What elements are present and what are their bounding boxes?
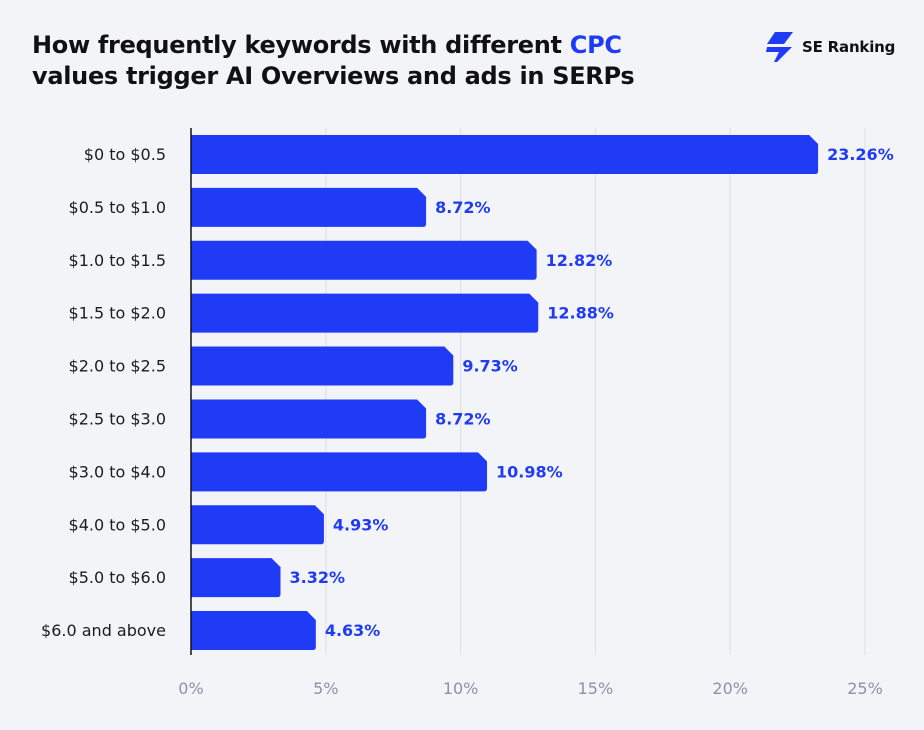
bar: [191, 293, 539, 333]
x-tick-label: 0%: [178, 679, 203, 698]
value-label: 9.73%: [462, 357, 518, 376]
category-label: $1.0 to $1.5: [69, 251, 166, 270]
bar: [191, 611, 316, 651]
value-label: 12.82%: [546, 251, 613, 270]
bar: [191, 346, 454, 386]
x-tick-label: 15%: [578, 679, 614, 698]
bar: [191, 558, 281, 598]
bar: [191, 452, 488, 492]
value-label: 10.98%: [496, 462, 563, 481]
category-label: $6.0 and above: [41, 621, 166, 640]
brand-name: SE Ranking: [802, 38, 896, 56]
category-label: $4.0 to $5.0: [69, 515, 166, 534]
category-label: $0.5 to $1.0: [69, 198, 166, 217]
bar: [191, 505, 324, 545]
x-tick-label: 10%: [443, 679, 479, 698]
value-label: 23.26%: [827, 145, 894, 164]
chart-title: How frequently keywords with different C…: [32, 30, 732, 92]
category-label: $2.0 to $2.5: [69, 357, 166, 376]
category-label: $1.5 to $2.0: [69, 304, 166, 323]
value-label: 12.88%: [547, 304, 614, 323]
category-label: $5.0 to $6.0: [69, 568, 166, 587]
title-line2: values trigger AI Overviews and ads in S…: [32, 62, 635, 90]
title-line1: How frequently keywords with different: [32, 31, 562, 59]
bar: [191, 240, 537, 280]
value-label: 3.32%: [290, 568, 346, 587]
bar: [191, 187, 427, 227]
value-label: 4.93%: [333, 515, 389, 534]
bar: [191, 399, 427, 439]
x-tick-label: 25%: [847, 679, 883, 698]
bar: [191, 134, 819, 174]
category-label: $0 to $0.5: [84, 145, 166, 164]
brand-logo: SE Ranking: [766, 30, 895, 64]
x-tick-label: 5%: [313, 679, 338, 698]
se-ranking-bolt-icon: [766, 32, 793, 62]
value-label: 8.72%: [435, 409, 491, 428]
category-label: $2.5 to $3.0: [69, 409, 166, 428]
category-label: $3.0 to $4.0: [69, 462, 166, 481]
title-accent: CPC: [569, 31, 622, 59]
value-label: 4.63%: [325, 621, 381, 640]
value-label: 8.72%: [435, 198, 491, 217]
x-tick-label: 20%: [712, 679, 748, 698]
